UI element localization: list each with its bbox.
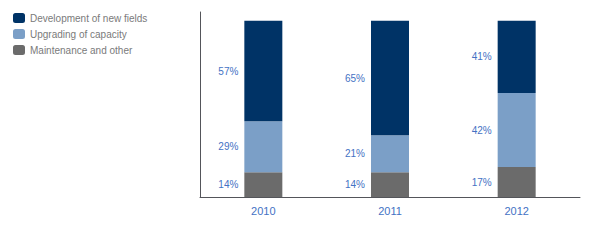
svg-text:42%: 42% bbox=[472, 125, 492, 136]
svg-text:2012: 2012 bbox=[504, 205, 528, 217]
svg-text:2011: 2011 bbox=[378, 205, 402, 217]
svg-text:41%: 41% bbox=[472, 51, 492, 62]
svg-text:14%: 14% bbox=[218, 179, 238, 190]
svg-text:65%: 65% bbox=[345, 73, 365, 84]
svg-text:Upgrading of capacity: Upgrading of capacity bbox=[30, 29, 127, 40]
svg-text:14%: 14% bbox=[345, 179, 365, 190]
svg-text:57%: 57% bbox=[218, 66, 238, 77]
svg-text:2010: 2010 bbox=[251, 205, 275, 217]
svg-text:Development of new fields: Development of new fields bbox=[30, 13, 147, 24]
svg-text:29%: 29% bbox=[218, 141, 238, 152]
svg-text:Maintenance and other: Maintenance and other bbox=[30, 45, 133, 56]
svg-text:17%: 17% bbox=[472, 177, 492, 188]
svg-text:21%: 21% bbox=[345, 148, 365, 159]
